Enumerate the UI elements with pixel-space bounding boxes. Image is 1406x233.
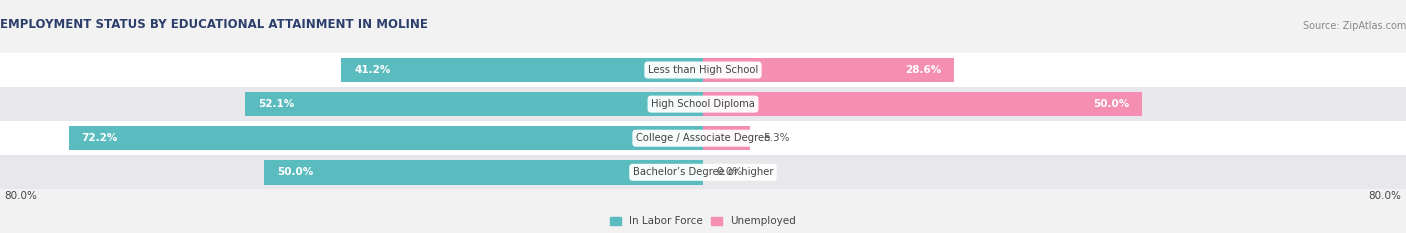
Text: 80.0%: 80.0% bbox=[1368, 191, 1402, 201]
Text: Bachelor’s Degree or higher: Bachelor’s Degree or higher bbox=[633, 167, 773, 177]
Bar bbox=[0, 87, 1406, 121]
Bar bbox=[340, 58, 703, 82]
Text: 41.2%: 41.2% bbox=[354, 65, 391, 75]
Bar bbox=[0, 53, 1406, 87]
Text: 28.6%: 28.6% bbox=[905, 65, 941, 75]
Text: 80.0%: 80.0% bbox=[4, 191, 38, 201]
Text: Source: ZipAtlas.com: Source: ZipAtlas.com bbox=[1302, 21, 1406, 31]
Bar bbox=[69, 126, 703, 151]
Text: 50.0%: 50.0% bbox=[277, 167, 314, 177]
Text: High School Diploma: High School Diploma bbox=[651, 99, 755, 109]
Bar bbox=[264, 160, 703, 185]
Text: EMPLOYMENT STATUS BY EDUCATIONAL ATTAINMENT IN MOLINE: EMPLOYMENT STATUS BY EDUCATIONAL ATTAINM… bbox=[0, 18, 427, 31]
Text: 0.0%: 0.0% bbox=[716, 167, 742, 177]
Bar bbox=[0, 155, 1406, 189]
Bar bbox=[703, 58, 955, 82]
Bar bbox=[703, 126, 749, 151]
Bar bbox=[703, 92, 1142, 116]
Bar bbox=[245, 92, 703, 116]
Legend: In Labor Force, Unemployed: In Labor Force, Unemployed bbox=[606, 212, 800, 231]
Text: 50.0%: 50.0% bbox=[1092, 99, 1129, 109]
Text: 5.3%: 5.3% bbox=[762, 133, 789, 143]
Text: 52.1%: 52.1% bbox=[259, 99, 295, 109]
Text: Less than High School: Less than High School bbox=[648, 65, 758, 75]
Text: College / Associate Degree: College / Associate Degree bbox=[636, 133, 770, 143]
Bar bbox=[0, 121, 1406, 155]
Text: 72.2%: 72.2% bbox=[82, 133, 118, 143]
